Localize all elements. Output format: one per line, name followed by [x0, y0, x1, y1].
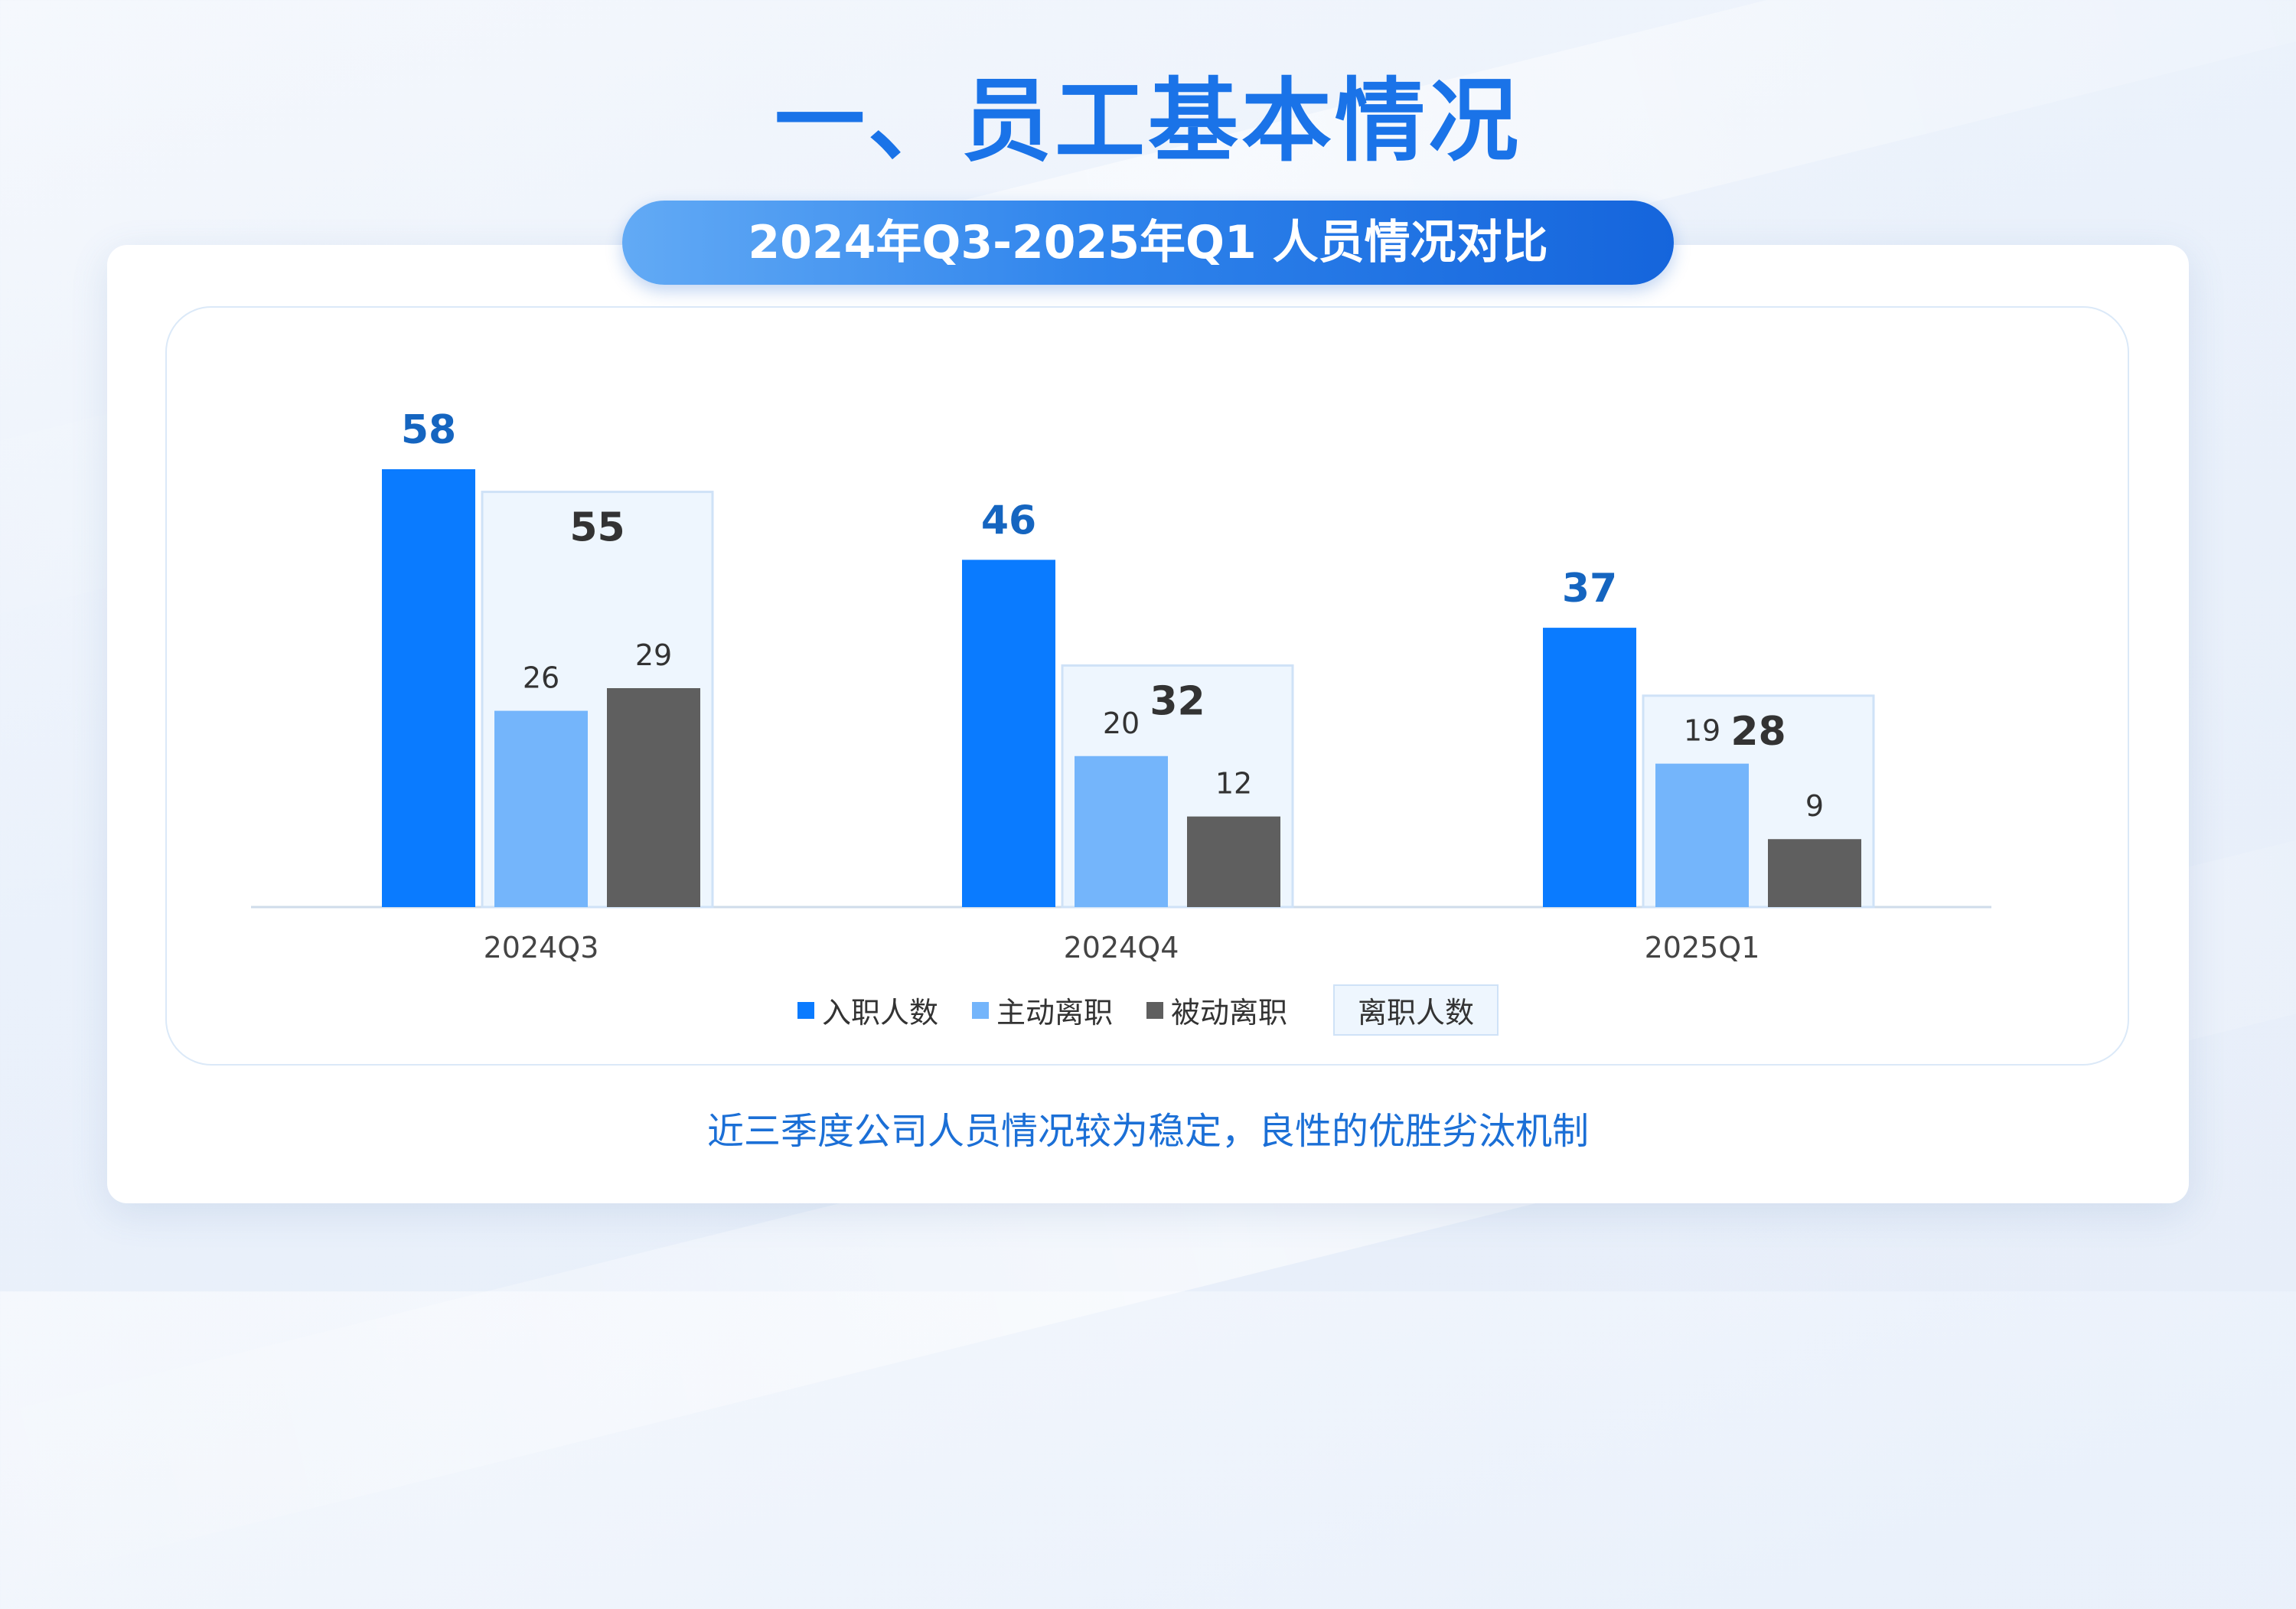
bar-involuntary: [607, 688, 700, 907]
page-title: 一、员工基本情况: [774, 68, 1521, 174]
summary-text: 近三季度公司人员情况较为稳定，良性的优胜劣汰机制: [706, 1110, 1589, 1153]
data-label-hire: 37: [1562, 566, 1617, 612]
bar-voluntary: [1075, 756, 1168, 907]
legend-swatch-voluntary: [971, 1001, 989, 1019]
data-label-involuntary: 9: [1805, 789, 1824, 823]
chart-legend: 入职人数 主动离职 被动离职 离职人数: [0, 984, 2296, 1036]
bar-hire: [382, 469, 475, 907]
data-label-involuntary: 12: [1215, 767, 1252, 801]
data-label-voluntary: 20: [1103, 707, 1140, 740]
legend-swatch-involuntary: [1146, 1001, 1163, 1019]
chart-panel: [165, 306, 2129, 1066]
data-label-voluntary: 26: [523, 661, 559, 695]
legend-label-involuntary: 被动离职: [1171, 996, 1288, 1030]
bar-chart: 55 58 26 29 2024Q3 32 46 20 12 2024Q4 28 37 19 9 2025Q…: [251, 407, 1991, 964]
bar-involuntary: [1187, 816, 1280, 907]
legend-swatch-hire: [797, 1001, 814, 1019]
bar-involuntary: [1768, 839, 1861, 907]
data-label-hire: 46: [981, 498, 1036, 543]
bar-voluntary: [494, 710, 588, 907]
total-departures-label: 28: [1730, 709, 1786, 755]
legend-item-total-departures: 离职人数: [1333, 984, 1499, 1036]
total-departures-label: 55: [569, 505, 625, 551]
category-label: 2024Q3: [484, 931, 599, 964]
total-departures-label: 32: [1150, 678, 1205, 724]
legend-item-voluntary: 主动离职: [971, 989, 1113, 1031]
data-label-involuntary: 29: [635, 638, 672, 672]
legend-label-voluntary: 主动离职: [996, 996, 1113, 1030]
category-label: 2024Q4: [1064, 931, 1179, 964]
bar-hire: [962, 560, 1055, 907]
bar-voluntary: [1655, 763, 1749, 907]
chart-subtitle: 2024年Q3-2025年Q1 人员情况对比: [622, 201, 1674, 285]
bar-hire: [1543, 628, 1636, 907]
legend-item-hire: 入职人数: [797, 989, 938, 1031]
data-label-hire: 58: [401, 407, 456, 453]
data-label-voluntary: 19: [1684, 714, 1720, 748]
legend-item-involuntary: 被动离职: [1146, 989, 1287, 1031]
category-label: 2025Q1: [1645, 931, 1760, 964]
legend-label-hire: 入职人数: [821, 996, 938, 1030]
